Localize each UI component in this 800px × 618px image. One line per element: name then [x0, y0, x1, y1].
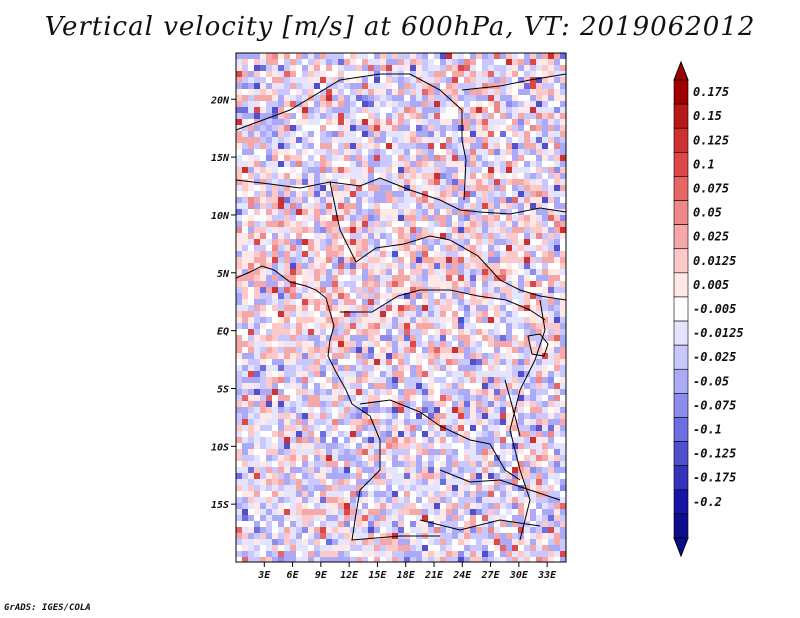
border-sahel — [236, 177, 566, 215]
colorbar-label: -0.005 — [693, 302, 736, 316]
colorbar-label: -0.1 — [693, 423, 722, 437]
colorbar-label: 0.125 — [693, 133, 729, 147]
lat-tick-label: 10N — [211, 211, 230, 222]
border-central — [329, 181, 566, 301]
lon-tick-label: 3E — [257, 570, 271, 581]
colorbar-segment — [673, 489, 689, 515]
lat-tick-label: 10S — [211, 442, 229, 453]
lat-tick-label: 15N — [211, 153, 230, 164]
lat-tick-label: EQ — [217, 327, 229, 338]
colorbar-label: -0.0125 — [693, 326, 744, 340]
border-north — [236, 73, 467, 201]
grads-credit: GrADS: IGES/COLA — [4, 603, 91, 613]
colorbar-segment — [673, 200, 689, 225]
lon-tick-label: 30E — [509, 570, 529, 581]
lat-tick-label: 5S — [217, 384, 229, 395]
lat-tick-label: 20N — [210, 95, 230, 106]
colorbar-segment — [673, 441, 689, 466]
lon-tick-label: 9E — [315, 570, 328, 581]
lon-tick-label: 24E — [452, 570, 472, 581]
colorbar-segment — [673, 224, 689, 250]
coastline-west-africa — [236, 265, 353, 405]
colorbar-segment — [673, 320, 689, 346]
colorbar-segment — [673, 417, 689, 442]
lon-tick-label: 6E — [287, 570, 300, 581]
border-angola — [351, 403, 440, 541]
colorbar-segment — [673, 368, 689, 394]
colorbar-label: -0.075 — [693, 398, 736, 412]
colorbar-segment — [673, 296, 689, 322]
colorbar-label: 0.075 — [693, 181, 729, 195]
colorbar-segment — [673, 513, 689, 539]
colorbar-label: 0.1 — [693, 157, 715, 171]
velocity-field — [236, 53, 566, 562]
lon-tick-label: 15E — [368, 570, 387, 581]
lon-tick-label: 33E — [537, 570, 557, 581]
border-lakes — [509, 299, 546, 541]
colorbar-segment — [673, 152, 689, 177]
colorbar-label: 0.05 — [693, 206, 722, 220]
border-east — [461, 73, 566, 91]
colorbar-segment — [673, 103, 689, 129]
colorbar-label: -0.025 — [693, 350, 736, 364]
colorbar-label: 0.15 — [693, 109, 722, 123]
colorbar-top-arrow — [673, 60, 689, 81]
colorbar-segment — [673, 248, 689, 274]
lon-tick-label: 18E — [397, 570, 416, 581]
colorbar-label: -0.175 — [693, 471, 736, 485]
lon-tick-label: 27E — [481, 570, 501, 581]
colorbar-segment — [673, 344, 689, 370]
colorbar: 0.175 0.15 0.125 0.1 0.075 0.05 0.025 0.0125 0.0… — [673, 60, 744, 558]
colorbar-label: 0.005 — [693, 278, 729, 292]
longitude-axis: 3E 6E 9E 12E 15E 18E 21E 24E 27E 30E 33E — [257, 562, 557, 581]
colorbar-segment — [673, 79, 689, 105]
lake-victoria — [527, 333, 549, 357]
colorbar-segment — [673, 127, 689, 153]
map-frame — [235, 52, 567, 563]
colorbar-label: 0.025 — [693, 230, 729, 244]
colorbar-segment — [673, 176, 689, 201]
latitude-axis: 20N 15N 10N 5N EQ 5S 10S 15S — [210, 95, 236, 511]
colorbar-segment — [673, 465, 689, 491]
colorbar-bottom-arrow — [673, 537, 689, 558]
lat-tick-label: 15S — [211, 500, 229, 511]
colorbar-label: -0.125 — [693, 447, 736, 461]
colorbar-label: 0.0125 — [693, 254, 736, 268]
map-title: Vertical velocity [m/s] at 600hPa, VT: 2… — [44, 12, 756, 42]
lat-tick-label: 5N — [217, 269, 230, 280]
country-borders — [236, 73, 566, 541]
lake-tanganyika — [504, 379, 521, 437]
lon-tick-label: 12E — [340, 570, 359, 581]
colorbar-segment — [673, 393, 689, 418]
border-drc-north — [340, 289, 546, 321]
colorbar-label: -0.05 — [693, 374, 729, 388]
colorbar-label: 0.175 — [693, 85, 729, 99]
lon-tick-label: 21E — [424, 570, 444, 581]
colorbar-segment — [673, 272, 689, 298]
border-southeast — [419, 469, 561, 531]
colorbar-label: -0.2 — [693, 495, 722, 509]
border-drc-south — [359, 399, 521, 481]
